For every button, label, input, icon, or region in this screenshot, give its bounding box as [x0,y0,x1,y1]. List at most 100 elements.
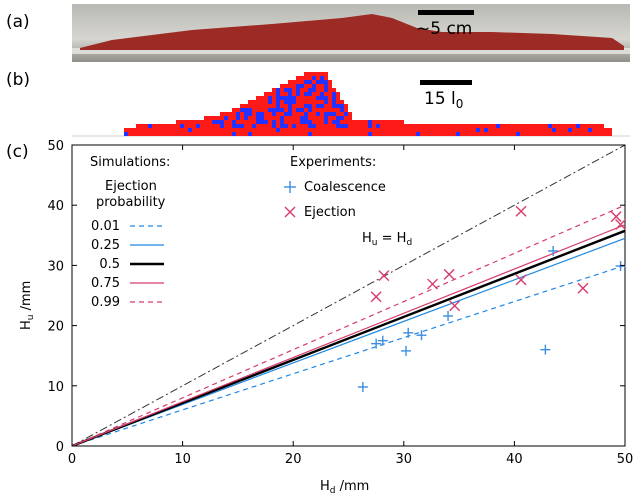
sim-particle [552,128,556,132]
sim-particle [324,88,328,92]
sim-particle [428,128,432,132]
sim-particle [176,120,180,124]
sim-particle [364,132,368,136]
sim-particle [368,124,372,128]
sim-particle [320,120,324,124]
sim-particle [576,124,580,128]
sim-particle [440,132,444,136]
sim-particle [156,128,160,132]
sim-particle [292,124,296,128]
sim-particle [228,120,232,124]
sim-particle [324,128,328,132]
sim-particle [340,100,344,104]
sim-particle [408,132,412,136]
y-axis-label-unit: /mm [19,281,34,315]
sim-particle [360,124,364,128]
sim-particle [472,132,476,136]
sim-particle [312,72,316,76]
sim-particle [412,124,416,128]
sim-particle [308,76,312,80]
sim-particle [292,116,296,120]
sim-legend-label-0: 0.01 [91,219,120,234]
sim-particle [264,124,268,128]
x-tick-label: 30 [396,452,413,467]
sim-particle [260,120,264,124]
sim-particle [340,132,344,136]
simulated-pile [72,72,630,137]
sim-particle [352,128,356,132]
sim-particle [340,124,344,128]
sim-particle [304,84,308,88]
sim-particle [288,120,292,124]
sim-particle [160,128,164,132]
sim-particle [460,124,464,128]
sim-particle [304,104,308,108]
sim-particle [488,128,492,132]
sim-particle [296,100,300,104]
sim-particle [324,72,328,76]
sim-particle [312,96,316,100]
sim-particle [332,112,336,116]
sim-scale-label-main: 15 l [424,89,456,109]
sim-particle [212,116,216,120]
sim-particle [512,124,516,128]
sim-particle [188,128,192,132]
sim-particle [304,100,308,104]
sim-particle [284,112,288,116]
sim-particle [308,72,312,76]
sim-particle [252,128,256,132]
sim-particle [252,112,256,116]
sim-particle [592,132,596,136]
sim-particle [240,132,244,136]
coalescence-point [615,261,626,272]
sim-particle [372,124,376,128]
sim-particle [324,92,328,96]
sim-particle [548,124,552,128]
sim-particle [544,124,548,128]
sim-particle [516,124,520,128]
sim-particle [264,100,268,104]
sim-particle [544,132,548,136]
sim-particle [192,124,196,128]
sim-particle [236,108,240,112]
sim-particle [528,128,532,132]
sim-particle [196,124,200,128]
sim-particle [224,128,228,132]
sim-particle [356,132,360,136]
sim-particle [152,128,156,132]
sim-particle [276,132,280,136]
sim-particle [340,112,344,116]
sim-particle [228,128,232,132]
sim-particle [480,132,484,136]
sim-particle [260,100,264,104]
sim-particle [324,76,328,80]
sim-particle [124,128,128,132]
sim-particle [200,120,204,124]
plot-area [72,145,627,446]
sim-particle [256,132,260,136]
sim-particle [224,124,228,128]
sim-particle [188,132,192,136]
sim-particle [480,124,484,128]
sim-particle [252,124,256,128]
sim-particle [248,100,252,104]
sim-particle [328,116,332,120]
sim-particle [284,96,288,100]
sim-particle [260,132,264,136]
sim-particle [336,100,340,104]
sim-particle [276,100,280,104]
equal-reference-line [72,145,625,446]
sim-scale-label-sub: 0 [456,97,464,111]
ratio-chart: 0 10 20 30 40 50 0 10 20 30 40 50 Simulations: Ejec… [19,139,633,496]
sim-particle [304,128,308,132]
sim-particle [176,124,180,128]
sim-particle [300,120,304,124]
sim-particle [336,108,340,112]
legend-sim-title: Simulations: [90,155,170,170]
sim-particle [332,88,336,92]
sim-particle [276,112,280,116]
sim-particle [288,112,292,116]
sim-particle [168,128,172,132]
sim-particle [492,128,496,132]
legend-sim-ejection: Ejection [105,179,157,194]
